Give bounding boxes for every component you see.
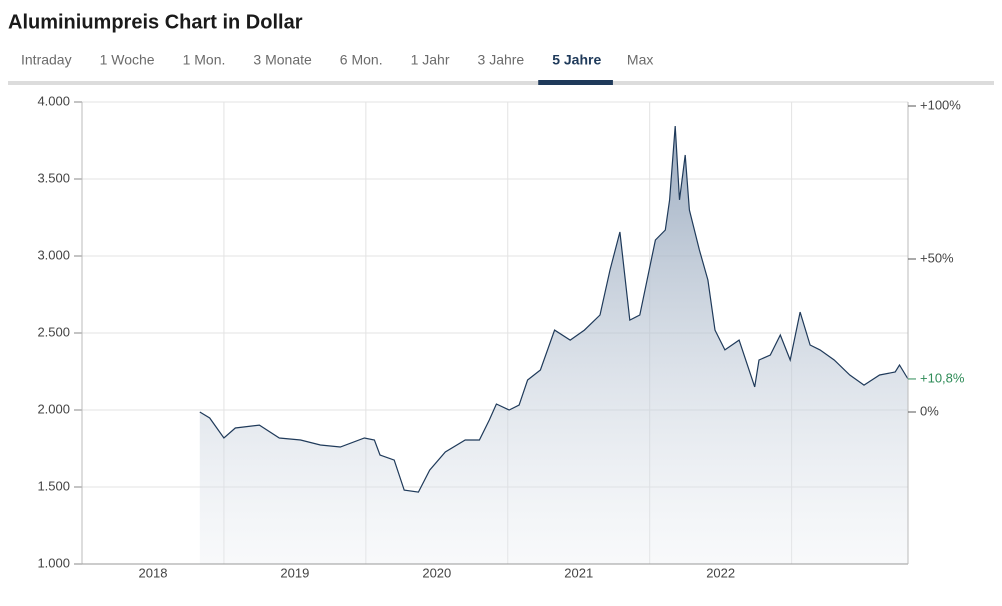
x-tick-label: 2018 xyxy=(139,565,168,580)
tab[interactable]: 5 Jahre xyxy=(552,52,601,68)
y-tick-label: 2.500 xyxy=(37,324,70,339)
tab[interactable]: 3 Jahre xyxy=(478,52,525,68)
chart-title: Aluminiumpreis Chart in Dollar xyxy=(8,11,303,33)
x-tick-label: 2022 xyxy=(706,565,735,580)
y-tick-label: 2.000 xyxy=(37,401,70,416)
tab[interactable]: 1 Woche xyxy=(100,52,155,68)
tabs: Intraday 1 Woche 1 Mon. 3 Monate 6 Mon. 1 Jah… xyxy=(21,52,653,85)
y-tick-label: 3.500 xyxy=(37,170,70,185)
tab[interactable]: Intraday xyxy=(21,52,72,68)
y-tick-label: 1.000 xyxy=(37,555,70,570)
plot: 1.000 1.500 2.000 2.500 3.000 3.500 4.000 2018 2… xyxy=(37,93,964,580)
y-tick-label: 4.000 xyxy=(37,93,70,108)
x-tick-label: 2019 xyxy=(280,565,309,580)
y-tick-label: 1.500 xyxy=(37,478,70,493)
x-tick-label: 2020 xyxy=(422,565,451,580)
tab[interactable]: 3 Monate xyxy=(253,52,312,68)
y2-tick-label: +100% xyxy=(920,97,961,112)
tab-bar xyxy=(8,81,994,85)
y-tick-label: 3.000 xyxy=(37,247,70,262)
y2-tick-label: 0% xyxy=(920,403,939,418)
tab[interactable]: 1 Mon. xyxy=(183,52,226,68)
x-tick-label: 2021 xyxy=(564,565,593,580)
tab[interactable]: 6 Mon. xyxy=(340,52,383,68)
area xyxy=(199,126,909,564)
last-change-label: +10,8% xyxy=(920,370,965,385)
tab[interactable]: Max xyxy=(627,52,653,68)
tab[interactable]: 1 Jahr xyxy=(411,52,450,68)
active-tab-underline xyxy=(538,80,613,85)
line xyxy=(199,125,909,493)
y2-tick-label: +50% xyxy=(920,250,954,265)
